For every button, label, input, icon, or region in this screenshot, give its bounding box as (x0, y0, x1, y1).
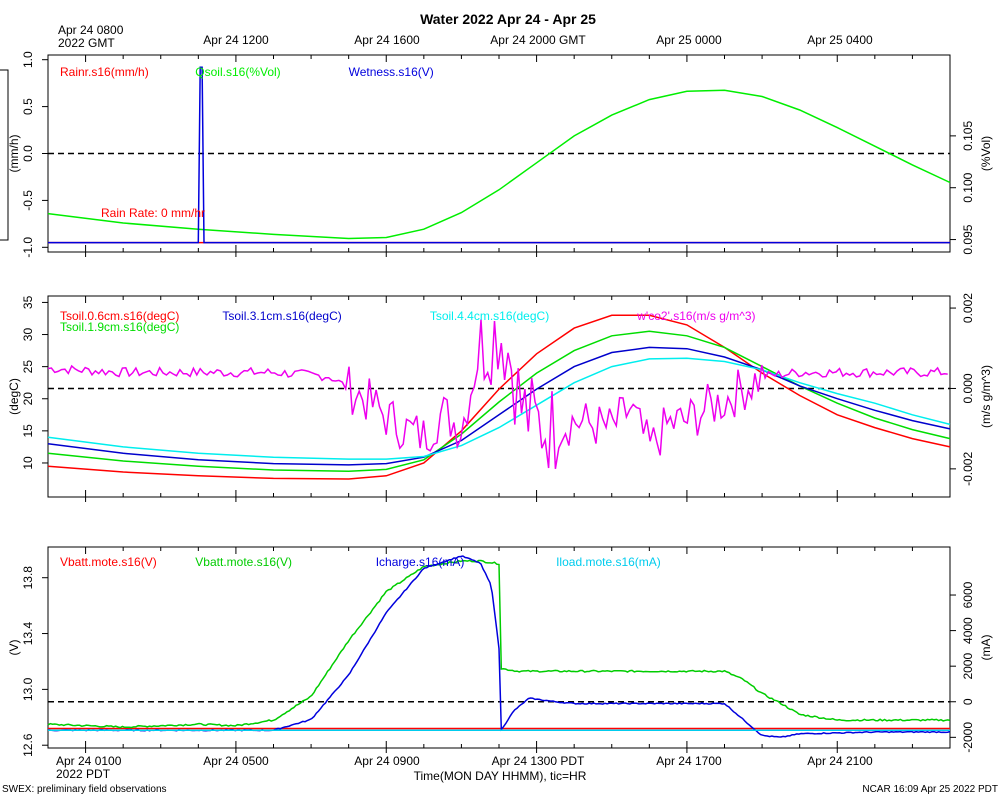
plot-frame (47, 295, 951, 498)
x-axis-label: Time(MON DAY HHMM), tic=HR (414, 769, 587, 783)
series-label: Vbatt.mote.s16(V) (60, 555, 157, 569)
y-axis-label-right: (m/s g/m^3) (979, 365, 993, 428)
panel-rain-moisture: 1.0 0.5 0.0 -0.5 -1.0 (mm/h) 0.105 0.100 0.095 (%… (7, 51, 993, 258)
cropped-legend-box (0, 69, 9, 241)
panel-battery: 13.8 13.4 13.0 12.6 (V) 6000 4000 2000 0 -2000 (mA… (7, 546, 993, 757)
top-time-axis: Apr 24 0800 2022 GMT Apr 24 1200 Apr 24 1… (58, 23, 873, 50)
bottom-tick-label: Apr 24 0900 (354, 754, 420, 768)
series-label: Wetness.s16(V) (349, 65, 434, 79)
series-label: Rainr.s16(mm/h) (60, 65, 149, 79)
bottom-time-axis: Apr 24 0100 2022 PDT Apr 24 0500 Apr 24 0… (56, 754, 873, 781)
series-label: w'co2'.s16(m/s g/m^3) (636, 309, 755, 323)
y-axis-label-right: (%Vol) (979, 136, 993, 171)
y-tick-label-right: -2000 (961, 722, 975, 753)
y-tick-label-left: 10 (21, 456, 35, 470)
footer-note: SWEX: preliminary field observations (2, 784, 167, 795)
y-tick-label-left: 0.5 (21, 98, 35, 115)
y-tick-label-left: 0.0 (21, 145, 35, 162)
series-label: Tsoil.4.4cm.s16(degC) (430, 309, 549, 323)
y-tick-label-left: 12.6 (21, 733, 35, 757)
y-tick-label-left: 13.0 (21, 677, 35, 701)
y-axis-label-left: (degC) (7, 378, 21, 415)
series-label: Vbatt.mote.s16(V) (195, 555, 292, 569)
series-label: Tsoil.3.1cm.s16(degC) (222, 309, 341, 323)
top-tick-label: Apr 24 0800 2022 GMT (58, 23, 124, 50)
y-tick-label-right: -0.002 (961, 452, 975, 486)
series-label: Iload.mote.s16(mA) (556, 555, 661, 569)
y-tick-label-left: 13.8 (21, 566, 35, 590)
y-tick-label-right: 0 (961, 698, 975, 705)
y-tick-label-left: 15 (21, 424, 35, 438)
bottom-tick-label: Apr 24 0500 (203, 754, 269, 768)
series-line (47, 346, 951, 466)
y-tick-label-left: 30 (21, 328, 35, 342)
annotation-text: Rain Rate: 0 mm/hr (101, 206, 205, 220)
figure-title: Water 2022 Apr 24 - Apr 25 (420, 11, 596, 27)
y-axis-label-left: (mm/h) (7, 135, 21, 173)
top-tick-label: Apr 25 0400 (807, 33, 873, 47)
series-label: Qsoil.s16(%Vol) (195, 65, 280, 79)
series-line (47, 330, 951, 473)
bottom-tick-label: Apr 24 1700 (656, 754, 722, 768)
bottom-tick-label: Apr 24 1300 PDT (492, 754, 585, 768)
series-line (47, 559, 951, 729)
y-tick-label-left: 35 (21, 295, 35, 309)
top-tick-label: Apr 24 1200 (203, 33, 269, 47)
series-label: Tsoil.0.6cm.s16(degC) (60, 309, 179, 323)
top-tick-label: Apr 24 2000 GMT (490, 33, 586, 47)
series-line (48, 66, 950, 244)
y-tick-label-right: 4000 (961, 617, 975, 644)
y-tick-label-right: 0.100 (961, 172, 975, 202)
series-line (47, 89, 951, 240)
bottom-tick-label: Apr 24 0100 2022 PDT (56, 754, 122, 781)
series-label: Tsoil.1.9cm.s16(degC) (60, 320, 179, 334)
y-tick-label-left: 13.4 (21, 622, 35, 646)
series-line (47, 319, 948, 470)
bottom-tick-label: Apr 24 2100 (807, 754, 873, 768)
y-tick-label-left: 25 (21, 360, 35, 374)
top-tick-label: Apr 25 0000 (656, 33, 722, 47)
y-tick-label-left: -0.5 (21, 190, 35, 211)
y-tick-label-right: 0.105 (961, 121, 975, 151)
y-axis-label-right: (mA) (979, 635, 993, 661)
y-tick-label-right: 0.002 (961, 293, 975, 323)
series-label: Icharge.s16(mA) (376, 555, 465, 569)
series-line (47, 357, 951, 460)
y-tick-label-right: 2000 (961, 653, 975, 680)
y-tick-label-left: 1.0 (21, 51, 35, 68)
series-line (47, 314, 951, 480)
top-tick-label: Apr 24 1600 (354, 33, 420, 47)
panel-soil-temperature: 35 30 25 20 15 10 (degC) 0.002 0.000 -0.002 (m/s g… (7, 293, 993, 502)
y-tick-label-right: 0.000 (961, 373, 975, 403)
y-tick-label-left: 20 (21, 392, 35, 406)
footer-timestamp: NCAR 16:09 Apr 25 2022 PDT (862, 784, 998, 795)
y-tick-label-right: 0.095 (961, 224, 975, 254)
y-tick-label-left: -1.0 (21, 237, 35, 258)
y-tick-label-right: 6000 (961, 581, 975, 608)
y-axis-label-left: (V) (7, 640, 21, 656)
